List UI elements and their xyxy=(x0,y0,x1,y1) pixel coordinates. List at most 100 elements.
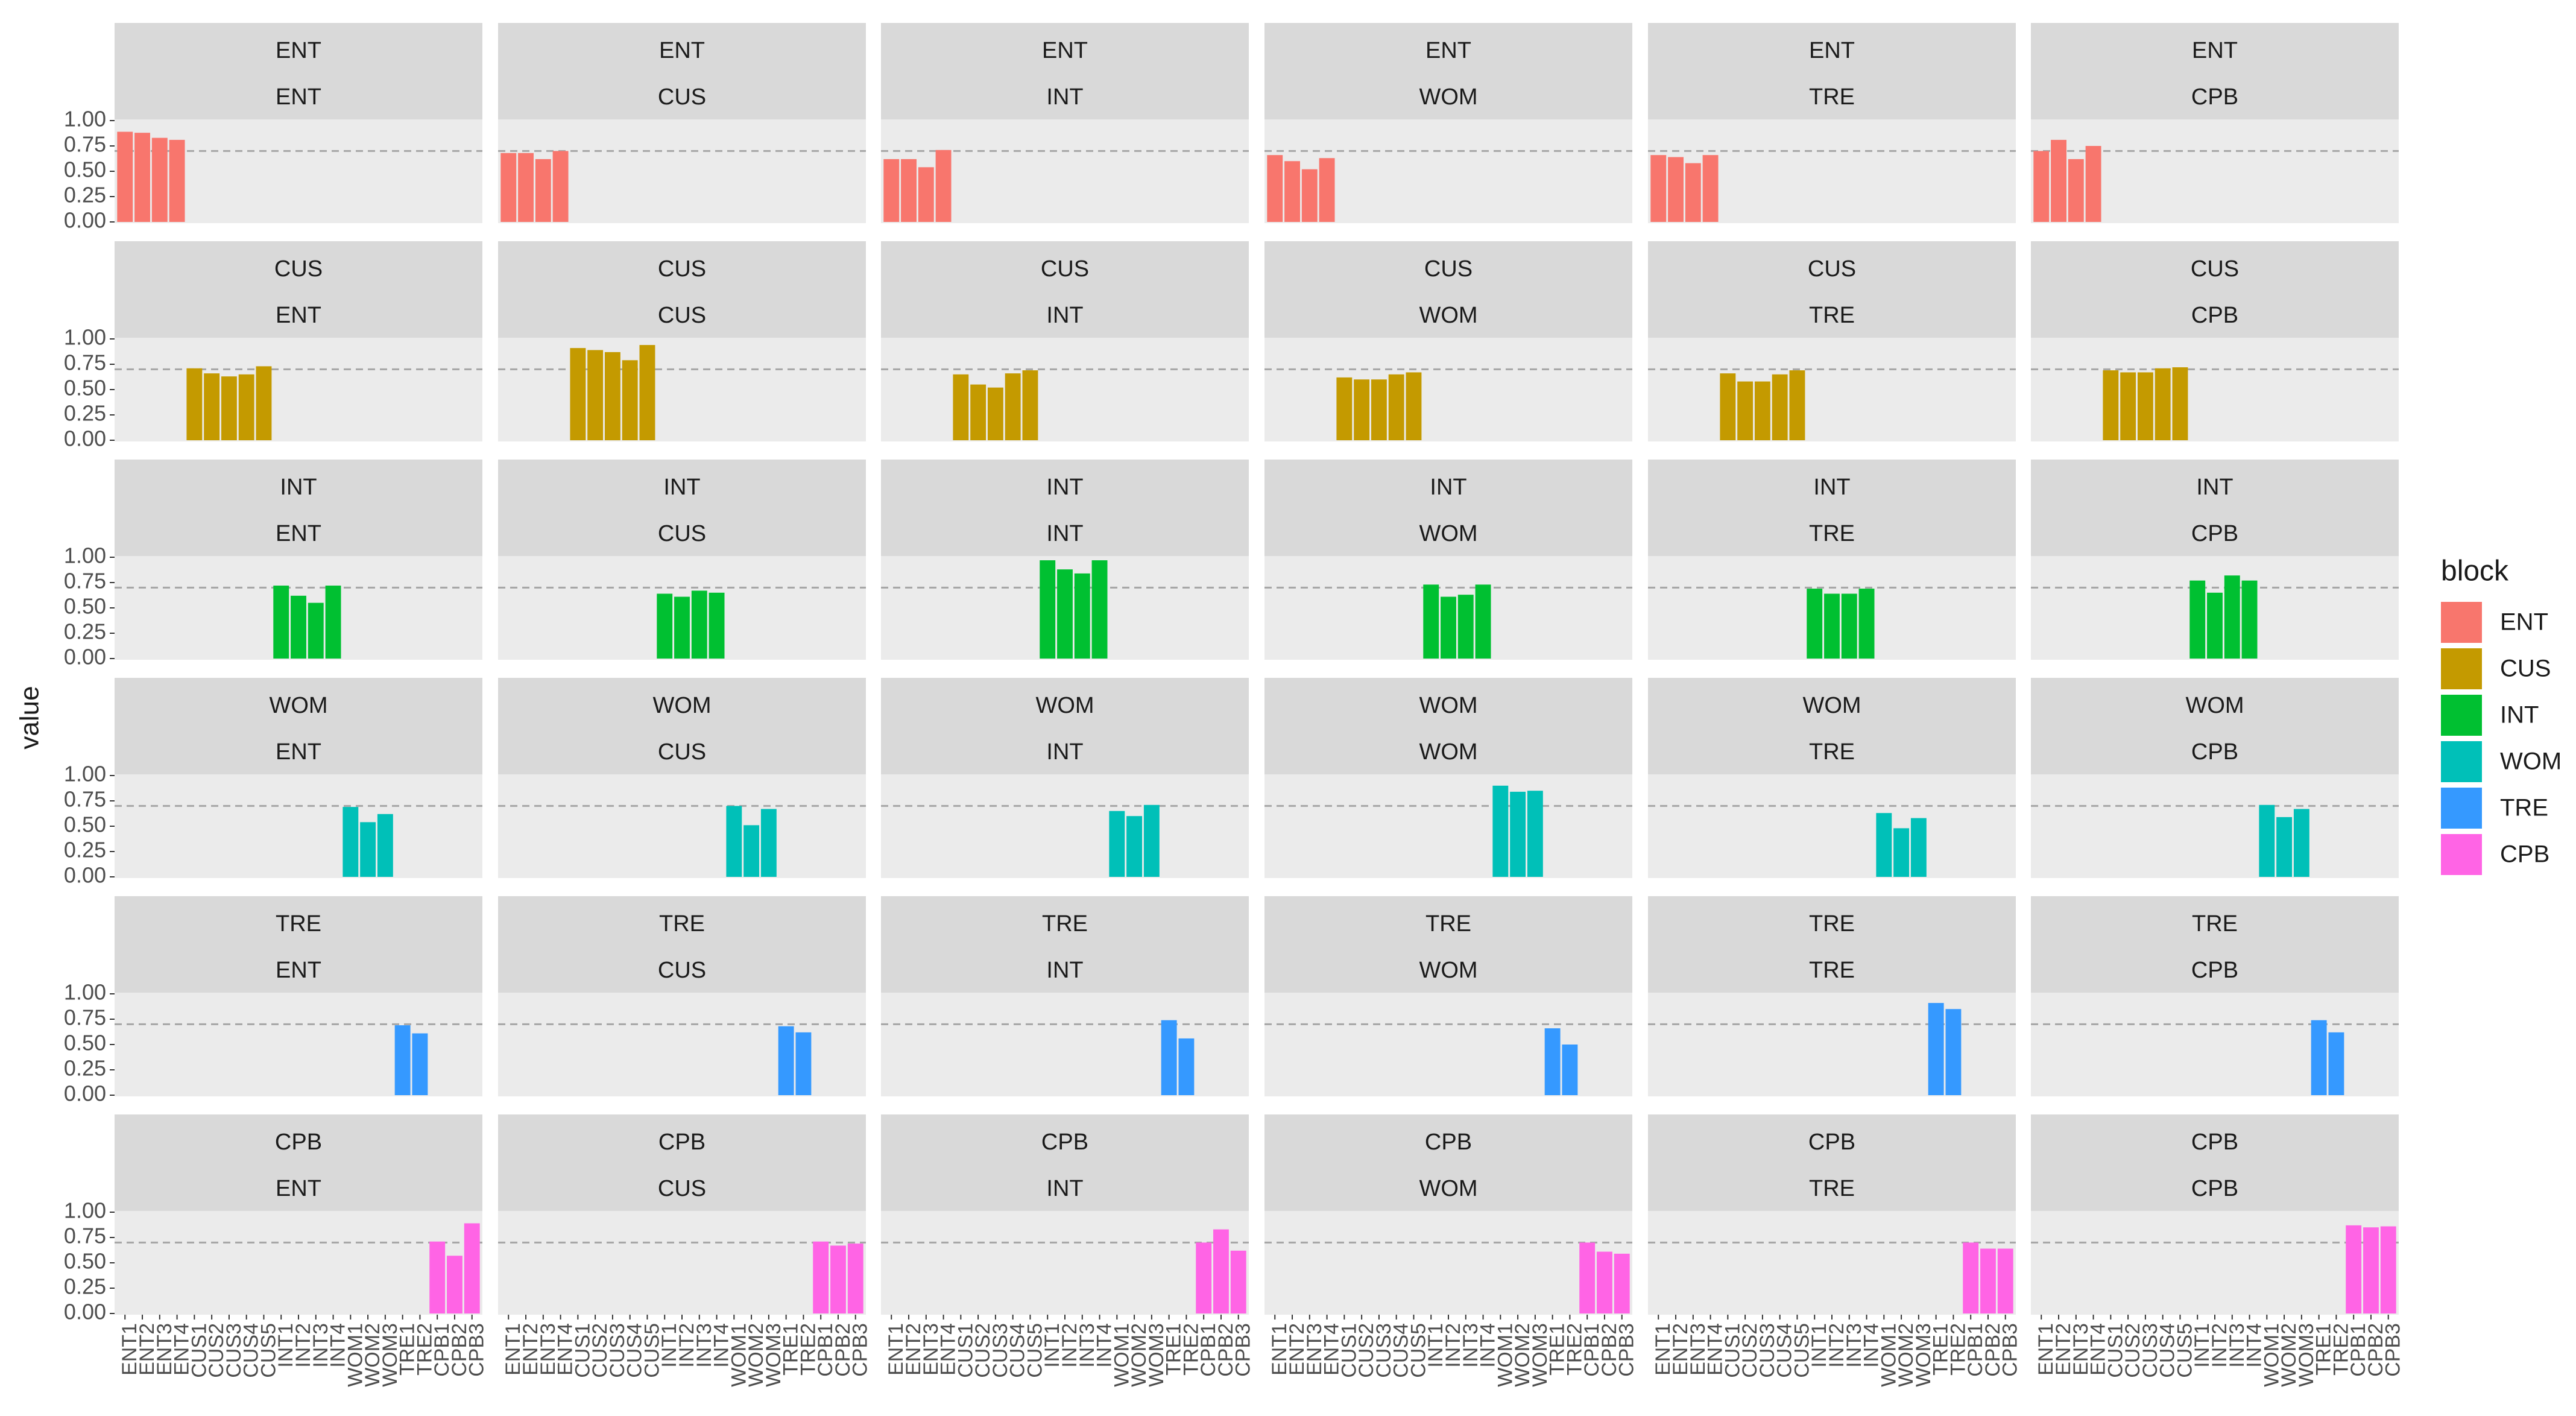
facet-strip xyxy=(115,241,482,338)
bar-INT2 xyxy=(674,596,690,659)
plot-area xyxy=(881,774,1249,878)
x-tick-label-CUS4: CUS4 xyxy=(1773,1323,1796,1378)
x-tick-label-ENT3: ENT3 xyxy=(1687,1323,1709,1376)
strip-label-row: CPB xyxy=(275,1130,322,1155)
x-tick-label-WOM1: WOM1 xyxy=(2260,1323,2283,1387)
bar-INT3 xyxy=(308,602,324,659)
bar-ENT4 xyxy=(1702,155,1719,222)
bar-CPB3 xyxy=(1997,1248,2013,1313)
strip-label-row: TRE xyxy=(2192,911,2238,937)
x-tick-label-CPB1: CPB1 xyxy=(1197,1323,1220,1377)
strip-label-row: INT xyxy=(1430,475,1466,500)
strip-label-row: ENT xyxy=(1809,38,1855,63)
y-tick-label: 0.75 xyxy=(64,350,106,375)
x-tick-label-ENT2: ENT2 xyxy=(136,1323,159,1376)
x-tick-label-TRE2: TRE2 xyxy=(413,1323,436,1376)
strip-label-col: CPB xyxy=(2191,303,2238,328)
strip-label-row: INT xyxy=(663,475,700,500)
strip-label-row: ENT xyxy=(1425,38,1471,63)
bar-WOM2 xyxy=(1510,791,1526,877)
x-tick-label-CPB1: CPB1 xyxy=(1580,1323,1603,1377)
bar-CPB1 xyxy=(1196,1242,1212,1313)
strip-label-row: CPB xyxy=(658,1130,706,1155)
strip-label-row: TRE xyxy=(276,911,321,937)
bar-INT4 xyxy=(709,592,725,659)
facet-panel-CUS-TRE: CUS TRE xyxy=(1648,241,2016,441)
facet-panel-INT-CPB: INT CPB xyxy=(2031,460,2399,660)
x-tick-label-WOM2: WOM2 xyxy=(361,1323,384,1387)
facet-panel-CUS-WOM: CUS WOM xyxy=(1264,241,1632,441)
x-tick-label-CUS2: CUS2 xyxy=(205,1323,228,1378)
bar-WOM2 xyxy=(1893,828,1910,877)
facet-strip xyxy=(115,678,482,774)
bar-INT4 xyxy=(325,586,341,659)
x-tick-label-CUS3: CUS3 xyxy=(2139,1323,2162,1378)
y-tick-label: 0.25 xyxy=(64,838,106,862)
facet-panel-CUS-CPB: CUS CPB xyxy=(2031,241,2399,441)
x-tick-label-WOM1: WOM1 xyxy=(1110,1323,1133,1387)
facet-panel-CPB-INT: CPB INT xyxy=(881,1114,1249,1315)
bar-CUS5 xyxy=(2172,367,2188,440)
x-tick-label-INT2: INT2 xyxy=(1825,1323,1848,1368)
facet-panel-CPB-TRE: CPB TRE xyxy=(1648,1114,2016,1315)
bar-ENT2 xyxy=(134,133,150,222)
x-tick-label-ENT4: ENT4 xyxy=(171,1323,194,1376)
bar-CPB3 xyxy=(2380,1226,2396,1313)
facet-strip xyxy=(498,460,866,556)
facet-panel-TRE-WOM: TRE WOM xyxy=(1264,896,1632,1096)
strip-label-col: WOM xyxy=(1419,521,1477,546)
x-tick-label-CUS1: CUS1 xyxy=(1337,1323,1360,1378)
x-tick-label-INT3: INT3 xyxy=(1459,1323,1482,1368)
x-tick-label-INT2: INT2 xyxy=(2208,1323,2231,1368)
bar-CUS5 xyxy=(1789,370,1805,440)
x-tick-label-CUS3: CUS3 xyxy=(989,1323,1012,1378)
bar-CPB1 xyxy=(1579,1242,1596,1313)
bar-CPB2 xyxy=(830,1245,846,1313)
bar-WOM2 xyxy=(360,822,376,877)
facet-strip xyxy=(498,896,866,993)
legend-swatch-TRE xyxy=(2441,788,2482,829)
bar-INT1 xyxy=(273,586,289,659)
legend: block ENT CUS INT WOM TRE CPB xyxy=(2441,555,2562,875)
bar-ENT3 xyxy=(1301,169,1318,222)
x-tick-label-INT3: INT3 xyxy=(2226,1323,2249,1368)
facet-panel-ENT-WOM: ENT WOM xyxy=(1264,23,1632,223)
x-tick-label-CUS5: CUS5 xyxy=(640,1323,663,1378)
x-tick-label-ENT3: ENT3 xyxy=(537,1323,560,1376)
x-tick-label-TRE1: TRE1 xyxy=(780,1323,803,1376)
x-tick-label-CUS3: CUS3 xyxy=(606,1323,629,1378)
y-tick-label: 0.75 xyxy=(64,1224,106,1248)
y-tick-label: 0.75 xyxy=(64,1005,106,1030)
y-tick-label: 0.75 xyxy=(64,132,106,157)
x-tick-label-CUS4: CUS4 xyxy=(1006,1323,1029,1378)
strip-label-row: CUS xyxy=(2191,256,2239,282)
strip-label-col: CUS xyxy=(658,1176,706,1201)
bar-CUS3 xyxy=(1371,379,1387,440)
x-tick-label-CPB2: CPB2 xyxy=(1981,1323,2004,1377)
facet-strip xyxy=(1264,460,1632,556)
x-tick-label-INT2: INT2 xyxy=(1058,1323,1081,1368)
facet-panel-WOM-INT: WOM INT xyxy=(881,678,1249,878)
facet-strip xyxy=(115,23,482,119)
strip-label-col: INT xyxy=(1046,958,1083,983)
strip-label-col: WOM xyxy=(1419,739,1477,765)
bar-CPB3 xyxy=(1614,1253,1630,1313)
x-tick-label-CUS4: CUS4 xyxy=(1390,1323,1413,1378)
facet-strip xyxy=(1648,896,2016,993)
y-tick-label: 1.00 xyxy=(64,1198,106,1223)
bar-INT4 xyxy=(1475,584,1491,659)
x-tick-label-INT4: INT4 xyxy=(1477,1323,1500,1368)
bar-CPB2 xyxy=(2363,1227,2379,1313)
bar-TRE2 xyxy=(1178,1038,1195,1095)
x-tick-label-CPB2: CPB2 xyxy=(832,1323,854,1377)
y-tick-label: 0.00 xyxy=(64,645,106,669)
x-tick-label-INT4: INT4 xyxy=(327,1323,350,1368)
bar-CUS2 xyxy=(1354,379,1370,440)
facet-panel-INT-TRE: INT TRE xyxy=(1648,460,2016,660)
bar-WOM1 xyxy=(1492,785,1509,877)
strip-label-col: TRE xyxy=(1809,303,1855,328)
bar-CPB2 xyxy=(1597,1251,1612,1313)
x-tick-label-INT2: INT2 xyxy=(675,1323,698,1368)
y-tick-label: 0.25 xyxy=(64,619,106,644)
strip-label-row: WOM xyxy=(2185,693,2244,718)
